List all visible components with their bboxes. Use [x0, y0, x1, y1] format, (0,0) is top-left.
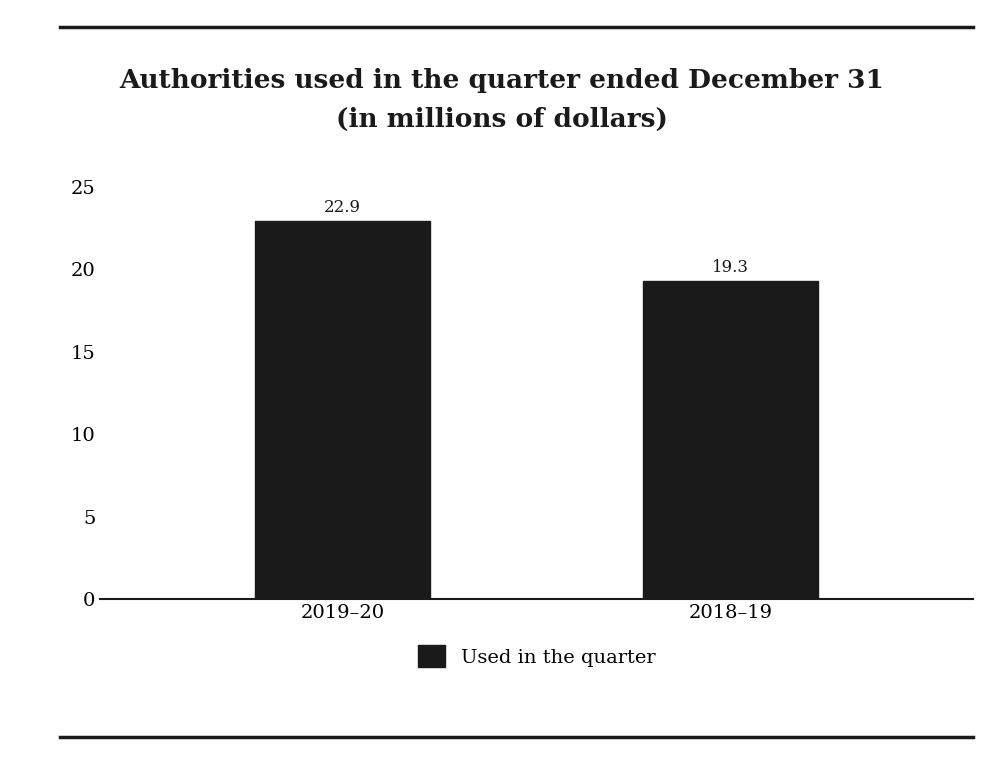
Legend: Used in the quarter: Used in the quarter	[418, 645, 654, 667]
Text: Authorities used in the quarter ended December 31: Authorities used in the quarter ended De…	[119, 68, 883, 93]
Text: 19.3: 19.3	[711, 259, 748, 276]
Bar	[256, 221, 430, 599]
Bar	[642, 280, 817, 599]
Text: 22.9: 22.9	[324, 199, 361, 217]
Text: (in millions of dollars): (in millions of dollars)	[336, 107, 666, 131]
